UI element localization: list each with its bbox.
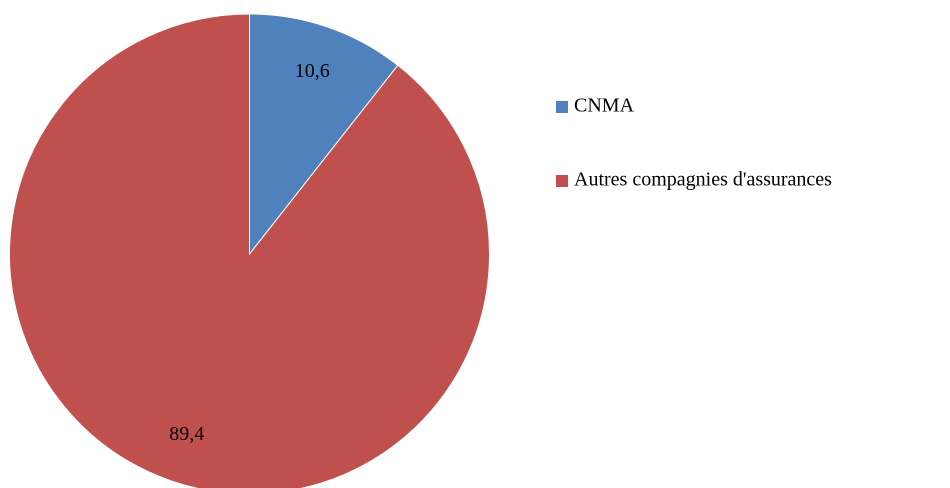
legend-label: CNMA	[574, 95, 635, 117]
legend-swatch	[556, 175, 568, 187]
legend-label: Autres compagnies d'assurances	[574, 169, 832, 191]
legend-swatch	[556, 101, 568, 113]
data-label: 89,4	[169, 423, 204, 445]
pie-slice	[9, 13, 490, 488]
data-label: 10,6	[295, 60, 330, 82]
pie-slice	[249, 13, 399, 256]
